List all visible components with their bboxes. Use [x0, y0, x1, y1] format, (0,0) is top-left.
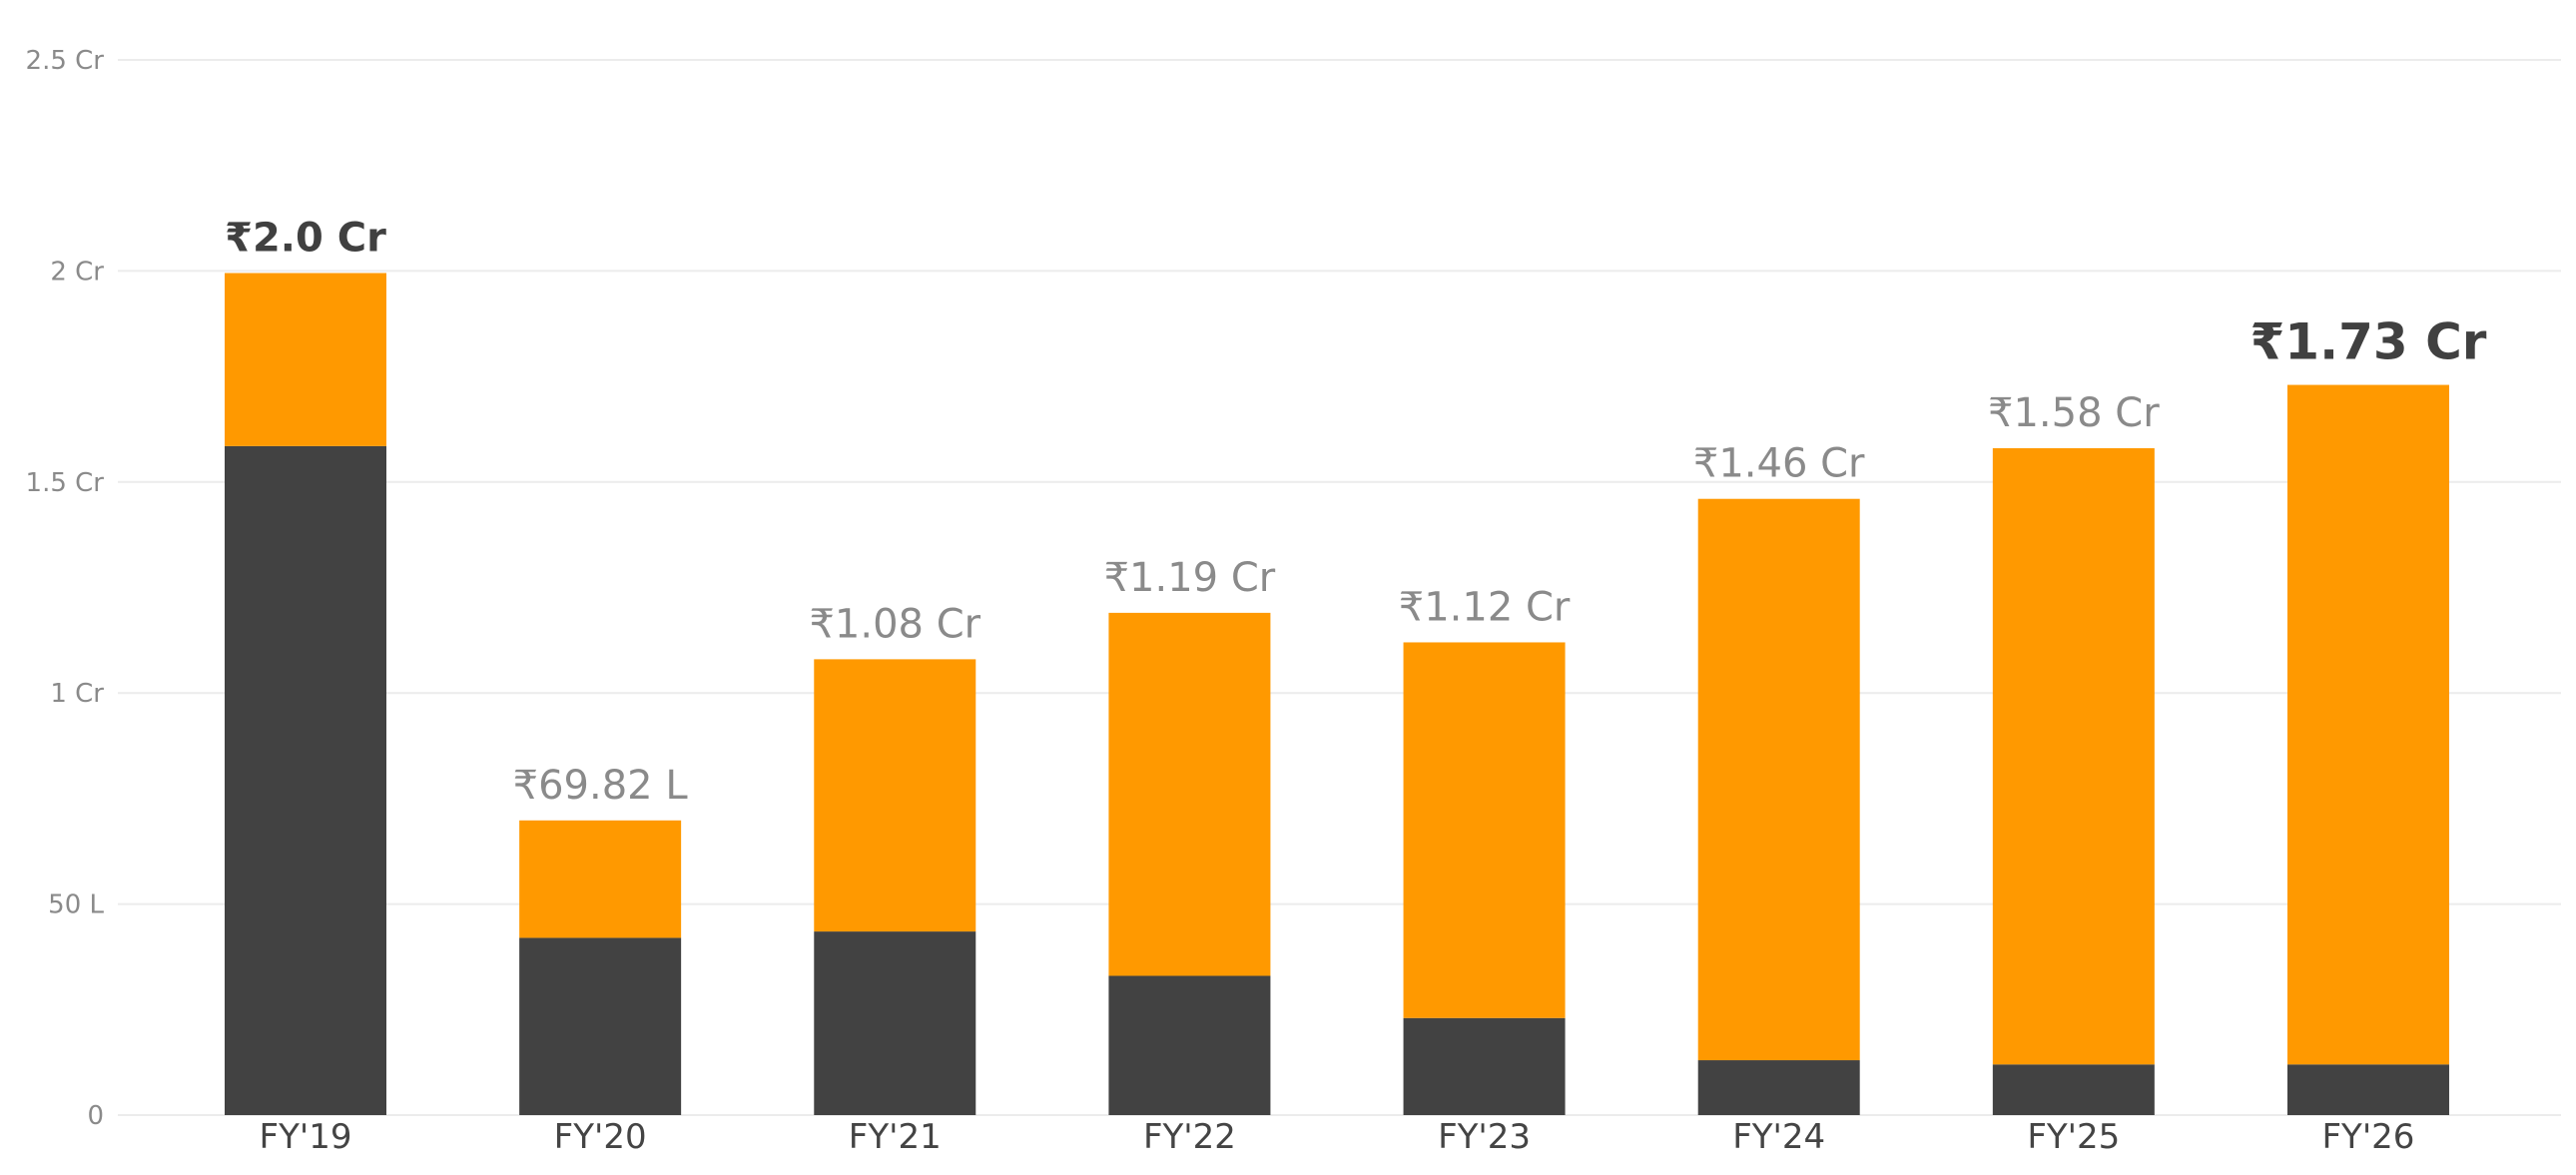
x-tick-label: FY'24 [1732, 1117, 1825, 1157]
bar-segment-top [1697, 498, 1860, 1061]
x-tick-label: FY'23 [1438, 1117, 1531, 1157]
bar-segment-base [2286, 1064, 2449, 1115]
bar-segment-top [519, 820, 682, 938]
bar-total-label: ₹1.46 Cr [1693, 441, 1865, 487]
y-tick-label: 50 L [48, 890, 104, 920]
bar-segment-top [1108, 612, 1271, 976]
bars [225, 273, 2449, 1115]
y-tick-label: 0 [87, 1101, 104, 1131]
bar-segment-base [519, 937, 682, 1115]
bar-total-label: ₹1.12 Cr [1399, 584, 1571, 630]
bar-total-label: ₹2.0 Cr [225, 216, 386, 262]
x-tick-label: FY'20 [554, 1117, 647, 1157]
y-tick-label: 1 Cr [50, 679, 104, 709]
bar-segment-base [225, 445, 386, 1115]
x-axis-ticks: FY'19 FY'20 FY'21 FY'22 FY'23 FY'24 FY'25 FY'26 [260, 1117, 2415, 1157]
bar-total-label: ₹1.08 Cr [809, 601, 980, 647]
bar-segment-base [1697, 1060, 1860, 1115]
bar-segment-top [1992, 447, 2155, 1065]
bar-total-label: ₹1.19 Cr [1104, 555, 1276, 601]
y-axis-ticks: 0 50 L 1 Cr 1.5 Cr 2 Cr 2.5 Cr [26, 46, 105, 1131]
y-tick-label: 1.5 Cr [26, 468, 105, 498]
bar-segment-top [1403, 642, 1566, 1018]
bar-total-label: ₹1.58 Cr [1988, 390, 2160, 436]
grid-lines [118, 59, 2561, 1116]
x-tick-label: FY'22 [1143, 1117, 1236, 1157]
bar-segment-base [1992, 1064, 2155, 1115]
bar-total-label: ₹1.73 Cr [2251, 313, 2487, 371]
y-tick-label: 2.5 Cr [26, 46, 105, 76]
data-labels: ₹2.0 Cr ₹69.82 L ₹1.08 Cr ₹1.19 Cr ₹1.12 Cr ₹… [225, 216, 2487, 809]
bar-segment-top [225, 273, 386, 446]
x-tick-label: FY'25 [2027, 1117, 2120, 1157]
x-tick-label: FY'26 [2322, 1117, 2415, 1157]
bar-segment-top [814, 659, 976, 932]
bar-segment-base [1108, 975, 1271, 1115]
x-tick-label: FY'21 [849, 1117, 942, 1157]
bar-total-label: ₹69.82 L [513, 763, 689, 809]
bar-segment-top [2286, 384, 2449, 1065]
x-tick-label: FY'19 [260, 1117, 352, 1157]
y-tick-label: 2 Cr [50, 257, 104, 287]
bar-segment-base [814, 931, 976, 1115]
bar-segment-base [1403, 1017, 1566, 1115]
